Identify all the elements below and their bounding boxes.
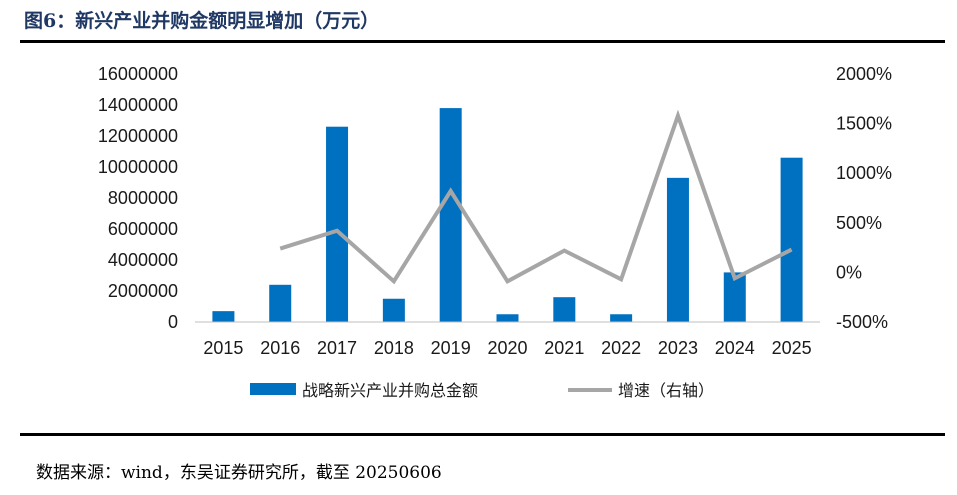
- bar: [553, 297, 576, 322]
- left-tick-label: 10000000: [98, 157, 178, 177]
- line-series: [279, 109, 793, 285]
- x-tick-label: 2017: [317, 338, 357, 358]
- bar: [212, 311, 235, 322]
- x-axis: 2015 2016 2017 2018 2019 2020 2021 2022 2023 2024…: [203, 338, 811, 358]
- bar: [269, 284, 292, 322]
- combo-chart: 0 2000000 4000000 6000000 8000000 10000000 120…: [98, 64, 892, 400]
- bar: [780, 157, 803, 322]
- left-tick-label: 16000000: [98, 64, 178, 84]
- right-tick-label: 0%: [836, 262, 862, 282]
- bar-series: [212, 108, 803, 322]
- x-tick-label: 2023: [658, 338, 698, 358]
- legend-bar-label: 战略新兴产业并购总金额: [302, 381, 478, 400]
- x-tick-label: 2016: [260, 338, 300, 358]
- bar: [382, 298, 405, 322]
- growth-line: [279, 109, 793, 285]
- bar: [439, 108, 462, 322]
- left-tick-label: 12000000: [98, 126, 178, 146]
- x-tick-label: 2015: [203, 338, 243, 358]
- legend: 战略新兴产业并购总金额 增速（右轴）: [250, 381, 714, 400]
- bar: [496, 314, 519, 322]
- source-note: 数据来源：wind，东吴证券研究所，截至 20250606: [36, 463, 442, 483]
- chart-title: 图6：新兴产业并购金额明显增加（万元）: [24, 10, 380, 32]
- x-tick-label: 2022: [601, 338, 641, 358]
- x-tick-label: 2025: [772, 338, 812, 358]
- left-tick-label: 0: [168, 312, 178, 332]
- right-tick-label: 2000%: [836, 64, 892, 84]
- legend-line-label: 增速（右轴）: [618, 381, 714, 400]
- bar: [610, 314, 633, 322]
- x-tick-label: 2021: [544, 338, 584, 358]
- x-tick-label: 2024: [715, 338, 755, 358]
- left-tick-label: 2000000: [108, 281, 178, 301]
- bar: [666, 177, 689, 322]
- top-rule: [20, 40, 945, 43]
- left-tick-label: 4000000: [108, 250, 178, 270]
- bar: [326, 126, 349, 322]
- right-tick-label: 1500%: [836, 114, 892, 134]
- left-tick-label: 14000000: [98, 95, 178, 115]
- bar: [723, 272, 746, 322]
- legend-bar-swatch: [250, 383, 296, 395]
- left-axis: 0 2000000 4000000 6000000 8000000 10000000 120…: [98, 64, 178, 332]
- x-tick-label: 2019: [431, 338, 471, 358]
- left-tick-label: 6000000: [108, 219, 178, 239]
- bottom-rule: [20, 433, 945, 436]
- right-tick-label: 1000%: [836, 163, 892, 183]
- right-tick-label: -500%: [836, 312, 888, 332]
- x-tick-label: 2018: [374, 338, 414, 358]
- right-axis: -500% 0% 500% 1000% 1500% 2000%: [836, 64, 892, 332]
- left-tick-label: 8000000: [108, 188, 178, 208]
- right-tick-label: 500%: [836, 213, 882, 233]
- x-tick-label: 2020: [487, 338, 527, 358]
